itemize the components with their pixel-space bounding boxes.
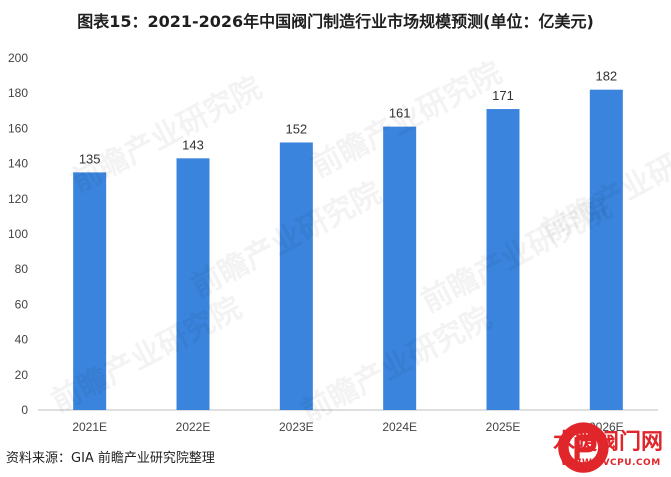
data-label: 135 xyxy=(79,151,101,166)
y-tick-label: 60 xyxy=(15,297,29,311)
bar xyxy=(589,89,623,411)
data-label: 152 xyxy=(285,121,307,136)
data-label: 143 xyxy=(182,137,204,152)
site-url: WWW.PVCPU.COM xyxy=(561,458,661,468)
chart-title: 图表15：2021-2026年中国阀门制造行业市场规模预测(单位：亿美元) xyxy=(77,12,594,31)
y-tick-label: 20 xyxy=(15,368,29,382)
y-tick-label: 200 xyxy=(8,51,28,65)
data-label: 171 xyxy=(492,88,514,103)
site-name: 水暖阀门网 xyxy=(553,430,664,455)
x-tick-label: 2021E xyxy=(72,420,107,434)
y-tick-label: 160 xyxy=(8,121,28,135)
x-tick-label: 2023E xyxy=(279,420,314,434)
bar xyxy=(383,126,417,410)
y-tick-label: 80 xyxy=(15,262,29,276)
bar xyxy=(279,142,313,411)
data-label: 182 xyxy=(595,69,617,84)
y-tick-label: 100 xyxy=(8,227,28,241)
data-labels: 135 143 152 161 171 182 xyxy=(79,69,617,167)
bar xyxy=(73,172,107,410)
bar xyxy=(486,109,520,410)
x-axis-ticks: 2021E 2022E 2023E 2024E 2025E 2026E xyxy=(72,420,623,434)
y-tick-label: 120 xyxy=(8,192,28,206)
y-tick-label: 140 xyxy=(8,157,28,171)
y-tick-label: 180 xyxy=(8,86,28,100)
x-tick-label: 2024E xyxy=(382,420,417,434)
y-tick-label: 40 xyxy=(15,333,29,347)
x-tick-label: 2022E xyxy=(176,420,211,434)
source-note: 资料来源：GIA 前瞻产业研究院整理 xyxy=(6,451,215,466)
bars xyxy=(73,89,623,411)
site-logo-icon xyxy=(558,422,609,473)
y-axis-ticks: 0 20 40 60 80 100 120 140 160 180 200 xyxy=(8,51,28,417)
data-label: 161 xyxy=(389,106,411,121)
x-tick-label: 2025E xyxy=(486,420,521,434)
bar xyxy=(176,158,210,410)
y-tick-label: 0 xyxy=(21,403,28,417)
